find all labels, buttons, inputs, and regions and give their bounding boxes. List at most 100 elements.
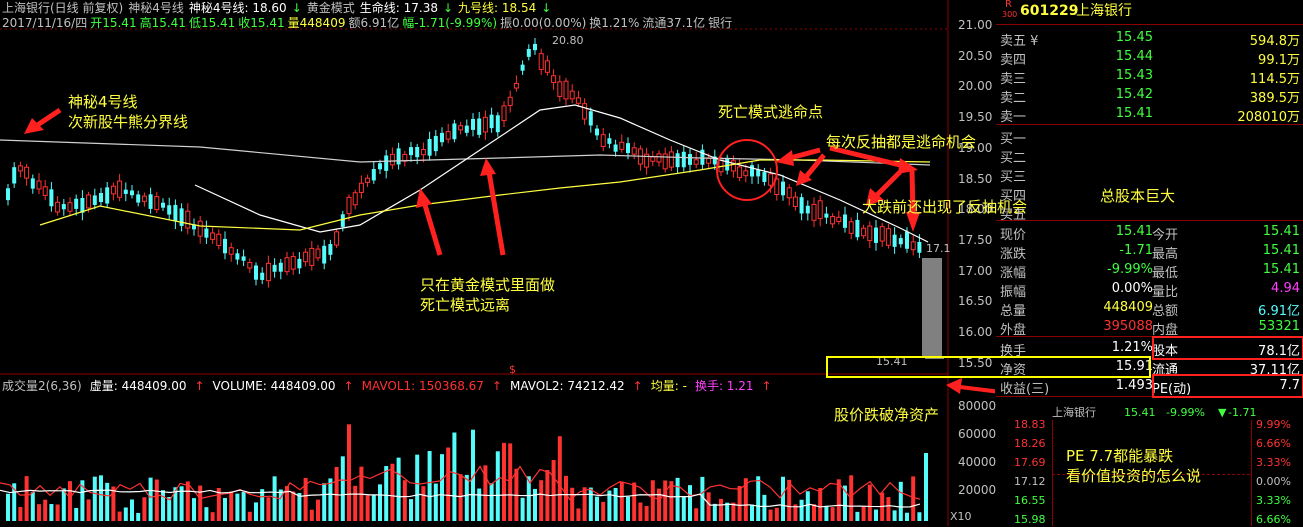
annotation-golden-mode: 只在黄金模式里面做 死亡模式远离 (420, 276, 556, 314)
volume-bar (712, 503, 717, 521)
candlestick-series (6, 37, 922, 288)
candle (452, 123, 457, 140)
volume-bar (179, 486, 184, 521)
header-segment: MAVOL2: 74212.42 (509, 379, 625, 393)
candle (284, 257, 290, 273)
candle (141, 195, 147, 202)
fundamental-row: 收益(三) 1.493 PE(动) 7.7 (996, 376, 1303, 397)
volume-bar (260, 489, 265, 521)
candle (712, 156, 717, 165)
candle (885, 228, 891, 246)
volume-bar (378, 484, 382, 521)
ask-volume: 389.5万 (1249, 91, 1300, 106)
fund-label-2: 股本 (1152, 344, 1179, 359)
candle (762, 172, 767, 182)
volume-bar (818, 487, 823, 521)
last-price-label: 15.41 (876, 355, 908, 368)
volume-bar (340, 456, 345, 521)
annotation-pe-crash: PE 7.7都能暴跌 看价值投资的怎么说 (1066, 447, 1202, 485)
volume-bar (632, 482, 637, 521)
mavol1-line (0, 465, 921, 501)
volume-bar (663, 480, 668, 521)
candle (551, 75, 557, 83)
bid-label: 买三 (1000, 170, 1027, 185)
candle (495, 115, 500, 133)
mini-right-tick: 6.66% (1256, 513, 1291, 526)
volume-bar (123, 507, 128, 521)
volume-bar (787, 479, 792, 521)
candle (458, 125, 464, 131)
volume-tick-label: 60000 (958, 427, 997, 441)
candle (49, 189, 54, 207)
volume-bar (688, 485, 692, 521)
header-segment: 额6.91亿 (348, 16, 400, 30)
candle (117, 180, 123, 198)
candle (396, 148, 401, 165)
limit-down-bar (922, 258, 942, 358)
stat-value: -1.71 (1119, 243, 1153, 258)
ask-label: 卖一 (1000, 110, 1027, 125)
candle (693, 159, 699, 165)
stat-label: 外盘 (1000, 323, 1027, 338)
candle (805, 205, 810, 214)
candle (681, 151, 686, 168)
volume-bar (210, 512, 215, 521)
volume-bar (185, 481, 190, 521)
volume-bar (427, 450, 432, 521)
volume-bar (272, 476, 277, 521)
volume-bar (719, 498, 723, 521)
volume-bar (6, 493, 10, 521)
volume-bar (619, 481, 624, 521)
volume-bar (750, 504, 754, 521)
candle (148, 194, 153, 209)
candle (631, 147, 637, 155)
stat-value-2: 4.94 (1271, 281, 1300, 296)
volume-bar (347, 424, 351, 521)
volume-bar (68, 481, 72, 521)
candle (260, 272, 265, 280)
volume-bar (458, 474, 463, 521)
fund-label-2: PE(动) (1152, 382, 1192, 397)
volume-bar (836, 479, 841, 521)
volume-bar (774, 507, 779, 521)
volume-bar (216, 488, 221, 521)
volume-bar (731, 502, 736, 521)
candle (440, 132, 444, 143)
candle (136, 194, 141, 203)
volume-bar (415, 454, 420, 521)
volume-bar (92, 476, 97, 521)
candle (80, 197, 85, 213)
candle (328, 244, 333, 255)
mini-right-tick: 9.99% (1256, 418, 1291, 431)
volume-bar (812, 504, 816, 521)
candle (154, 196, 160, 211)
header-segment: 上海银行(日线 前复权) (2, 1, 124, 15)
mini-stock-name: 上海银行 (1052, 406, 1096, 419)
volume-unit: X10 (950, 510, 972, 523)
volume-bar (142, 497, 147, 521)
stat-label-2: 最低 (1152, 266, 1179, 281)
index-badge: R 300 (1002, 0, 1018, 19)
volume-bar (489, 483, 494, 521)
header-segment: 低15.41 (188, 16, 236, 30)
candle (626, 143, 630, 154)
candle (520, 64, 525, 71)
candle (105, 187, 110, 204)
candle (161, 202, 165, 208)
stat-label: 现价 (1000, 228, 1027, 243)
candle (371, 169, 376, 181)
candle (254, 265, 258, 280)
candle (278, 262, 283, 272)
volume-bar (86, 499, 91, 521)
price-tick-label: 20.50 (958, 48, 993, 63)
price-tick-label: 15.50 (958, 355, 993, 370)
volume-bar (254, 502, 258, 521)
candle (743, 170, 749, 177)
kline-chart[interactable] (0, 0, 995, 526)
stat-label-2: 最高 (1152, 247, 1179, 262)
volume-bar (291, 491, 296, 521)
volume-tick-label: 20000 (958, 483, 997, 497)
header-segment: 九号线: 18.54 (458, 1, 537, 15)
volume-bar (278, 489, 283, 521)
volume-bar (303, 477, 308, 521)
